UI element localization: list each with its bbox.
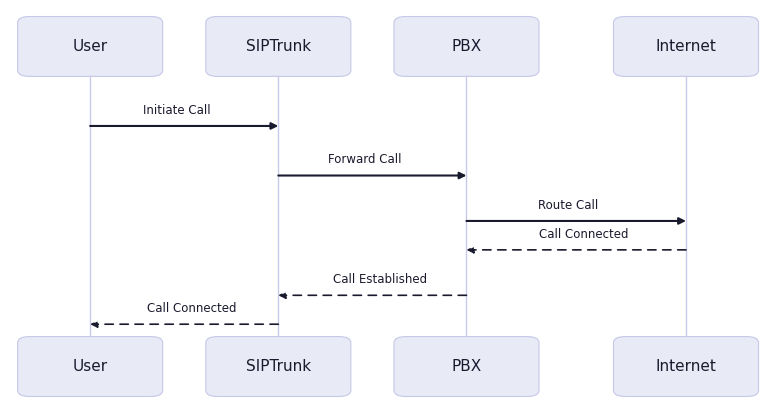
Text: Call Established: Call Established xyxy=(333,273,427,286)
Text: SIPTrunk: SIPTrunk xyxy=(245,359,311,374)
Text: User: User xyxy=(73,39,107,54)
Text: User: User xyxy=(73,359,107,374)
Text: Call Connected: Call Connected xyxy=(539,228,629,241)
FancyBboxPatch shape xyxy=(394,337,539,396)
FancyBboxPatch shape xyxy=(613,337,758,396)
Text: PBX: PBX xyxy=(452,39,481,54)
FancyBboxPatch shape xyxy=(18,337,163,396)
FancyBboxPatch shape xyxy=(205,17,350,76)
Text: Forward Call: Forward Call xyxy=(328,154,401,166)
Text: PBX: PBX xyxy=(452,359,481,374)
FancyBboxPatch shape xyxy=(613,17,758,76)
Text: Internet: Internet xyxy=(655,359,717,374)
FancyBboxPatch shape xyxy=(205,337,350,396)
Text: Route Call: Route Call xyxy=(539,199,598,212)
Text: SIPTrunk: SIPTrunk xyxy=(245,39,311,54)
Text: Initiate Call: Initiate Call xyxy=(143,104,210,117)
FancyBboxPatch shape xyxy=(18,17,163,76)
Text: Internet: Internet xyxy=(655,39,717,54)
FancyBboxPatch shape xyxy=(394,17,539,76)
Text: Call Connected: Call Connected xyxy=(147,302,237,315)
